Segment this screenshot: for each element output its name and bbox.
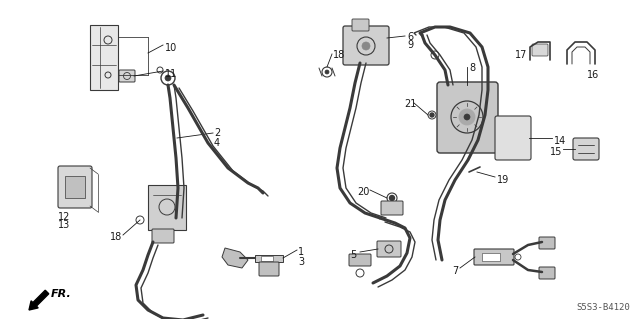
Text: 18: 18 [333, 50, 345, 60]
Circle shape [430, 113, 434, 117]
Text: S5S3-B4120: S5S3-B4120 [576, 303, 630, 312]
Text: 17: 17 [515, 50, 527, 60]
Text: 4: 4 [214, 138, 220, 148]
FancyBboxPatch shape [259, 262, 279, 276]
Bar [90, 25, 118, 90]
Text: 15: 15 [550, 147, 563, 157]
Circle shape [464, 114, 470, 120]
Text: 3: 3 [298, 257, 304, 267]
FancyBboxPatch shape [58, 166, 92, 208]
Text: 13: 13 [58, 220, 70, 230]
Text: 20: 20 [357, 187, 369, 197]
FancyBboxPatch shape [377, 241, 401, 257]
Text: 8: 8 [469, 63, 475, 73]
Bar [65, 176, 85, 198]
Text: 14: 14 [554, 136, 566, 146]
FancyBboxPatch shape [152, 229, 174, 243]
Text: 11: 11 [165, 69, 177, 79]
FancyBboxPatch shape [539, 237, 555, 249]
Circle shape [165, 75, 171, 81]
Text: 21: 21 [404, 99, 417, 109]
Text: 18: 18 [110, 232, 122, 242]
Text: 19: 19 [497, 175, 509, 185]
FancyBboxPatch shape [349, 254, 371, 266]
Text: 5: 5 [350, 250, 356, 260]
Text: 6: 6 [407, 32, 413, 42]
Polygon shape [222, 248, 248, 268]
FancyBboxPatch shape [474, 249, 514, 265]
Text: 9: 9 [407, 40, 413, 50]
FancyBboxPatch shape [539, 267, 555, 279]
Text: 1: 1 [298, 247, 304, 257]
Bar [482, 253, 500, 261]
Bar [148, 185, 186, 230]
FancyBboxPatch shape [532, 44, 548, 56]
Bar [261, 256, 273, 261]
Text: 7: 7 [452, 266, 458, 276]
FancyBboxPatch shape [119, 70, 135, 82]
Circle shape [390, 196, 394, 201]
Circle shape [459, 109, 475, 125]
Circle shape [325, 70, 329, 74]
Text: 12: 12 [58, 212, 70, 222]
Text: 16: 16 [587, 70, 599, 80]
FancyBboxPatch shape [381, 201, 403, 215]
FancyBboxPatch shape [352, 19, 369, 31]
FancyArrow shape [29, 290, 49, 310]
FancyBboxPatch shape [437, 82, 498, 153]
FancyBboxPatch shape [343, 26, 389, 65]
FancyBboxPatch shape [495, 116, 531, 160]
Text: 2: 2 [214, 128, 220, 138]
Text: 10: 10 [165, 43, 177, 53]
Circle shape [362, 42, 370, 50]
Text: FR.: FR. [51, 289, 72, 299]
Bar [255, 255, 283, 262]
FancyBboxPatch shape [573, 138, 599, 160]
